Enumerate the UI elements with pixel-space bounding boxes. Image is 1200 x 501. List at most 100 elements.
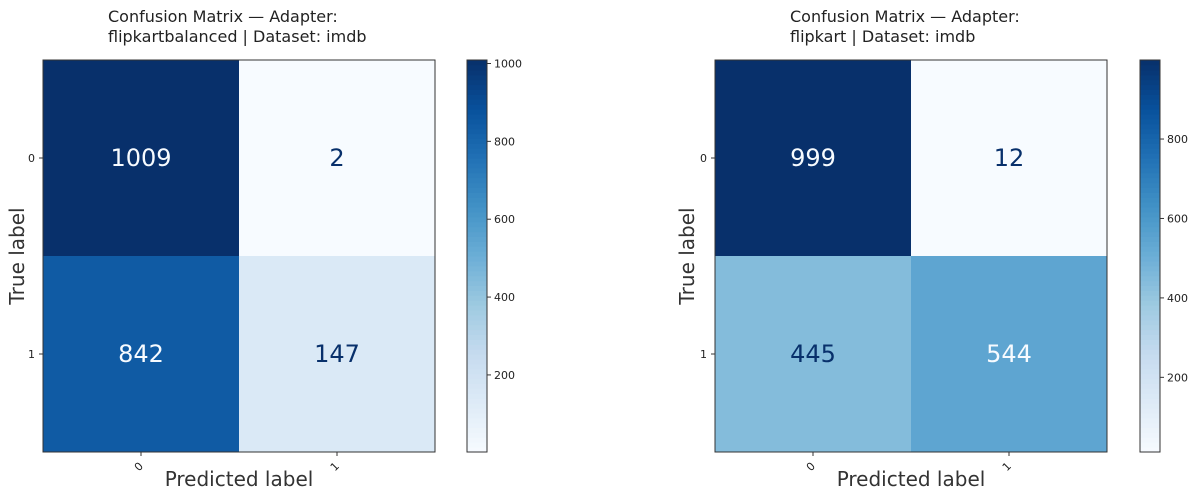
colorbar-segment: [1140, 265, 1160, 272]
colorbar-segment: [1140, 241, 1160, 247]
colorbar-segment: [1140, 211, 1160, 218]
colorbar-segment: [1140, 427, 1160, 433]
colorbar-segment: [467, 158, 487, 164]
colorbar-tick-label: 200: [494, 369, 515, 382]
colorbar-segment: [1140, 363, 1160, 370]
colorbar-segment: [1140, 123, 1160, 130]
matrix-frame: [714, 59, 1108, 453]
colorbar-segment: [467, 118, 487, 125]
colorbar-segment: [467, 363, 487, 370]
colorbar-segment: [1140, 182, 1160, 188]
colorbar-segment: [467, 74, 487, 81]
colorbar-tick-label: 1000: [494, 58, 522, 71]
x-tick-label: 0: [804, 460, 818, 474]
y-axis-label: True label: [675, 207, 699, 305]
colorbar-segment: [467, 64, 487, 71]
colorbar-segment: [467, 309, 487, 316]
colorbar-segment: [1140, 373, 1160, 380]
cell-value: 12: [994, 144, 1025, 172]
colorbar-segment: [1140, 89, 1160, 95]
colorbar-segment: [467, 241, 487, 247]
colorbar-segment: [467, 437, 487, 443]
colorbar-segment: [467, 60, 487, 66]
colorbar-segment: [1140, 143, 1160, 149]
colorbar-segment: [1140, 383, 1160, 389]
colorbar-segment: [467, 285, 487, 291]
colorbar-segment: [467, 69, 487, 76]
y-tick-label: 0: [700, 152, 707, 165]
colorbar-segment: [1140, 202, 1160, 208]
colorbar-segment: [467, 211, 487, 218]
colorbar-segment: [1140, 270, 1160, 277]
colorbar-segment: [1140, 251, 1160, 257]
colorbar-segment: [467, 339, 487, 345]
colorbar-segment: [1140, 393, 1160, 399]
colorbar-segment: [1140, 407, 1160, 414]
colorbar-segment: [467, 89, 487, 95]
matrix-cell: [43, 60, 239, 256]
colorbar-segment: [1140, 64, 1160, 71]
colorbar-segment: [1140, 69, 1160, 76]
colorbar-segment: [467, 344, 487, 350]
colorbar-segment: [467, 260, 487, 267]
colorbar-tick-label: 800: [494, 135, 515, 148]
colorbar-segment: [1140, 349, 1160, 355]
colorbar-segment: [467, 295, 487, 301]
colorbar-segment: [467, 265, 487, 272]
y-tick-label: 1: [700, 348, 707, 361]
colorbar-segment: [467, 373, 487, 380]
cell-value: 445: [790, 340, 836, 368]
colorbar-segment: [467, 319, 487, 326]
colorbar-tick-label: 600: [494, 213, 515, 226]
colorbar-segment: [467, 422, 487, 429]
x-tick-label: 1: [1000, 460, 1014, 474]
colorbar-segment: [1140, 412, 1160, 419]
colorbar-segment: [1140, 344, 1160, 350]
colorbar-segment: [1140, 172, 1160, 179]
matrix-cell: [239, 256, 435, 452]
chart-title-line: Confusion Matrix — Adapter:: [108, 7, 338, 26]
colorbar-segment: [1140, 79, 1160, 86]
colorbar-segment: [1140, 280, 1160, 286]
colorbar: 200 400 600 800: [1139, 59, 1188, 453]
colorbar-segment: [1140, 177, 1160, 184]
colorbar-segment: [1140, 290, 1160, 296]
colorbar-segment: [1140, 300, 1160, 306]
colorbar-segment: [1140, 148, 1160, 154]
colorbar-segment: [467, 143, 487, 149]
colorbar-segment: [1140, 285, 1160, 291]
colorbar-segment: [467, 280, 487, 286]
confusion-matrix-1: Confusion Matrix — Adapter:flipkart | Da…: [675, 7, 1188, 491]
matrix-cell: [715, 256, 911, 452]
colorbar-segment: [1140, 256, 1160, 262]
colorbar-segment: [1140, 197, 1160, 203]
colorbar-segment: [467, 334, 487, 340]
colorbar-segment: [1140, 319, 1160, 326]
colorbar-segment: [1140, 305, 1160, 311]
colorbar-segment: [467, 216, 487, 223]
colorbar-tick-label: 600: [1167, 212, 1188, 225]
colorbar-segment: [1140, 275, 1160, 282]
colorbar-segment: [467, 368, 487, 375]
colorbar-segment: [467, 270, 487, 277]
colorbar-segment: [467, 300, 487, 306]
colorbar-segment: [1140, 422, 1160, 429]
colorbar-segment: [1140, 60, 1160, 66]
colorbar-segment: [467, 187, 487, 193]
colorbar-segment: [467, 226, 487, 233]
colorbar-segment: [467, 104, 487, 110]
colorbar-segment: [1140, 329, 1160, 335]
x-tick-label: 1: [328, 460, 342, 474]
colorbar-segment: [467, 192, 487, 198]
y-axis-label: True label: [5, 207, 29, 305]
colorbar-tick-label: 800: [1167, 133, 1188, 146]
colorbar-frame: [466, 59, 488, 453]
colorbar-segment: [1140, 113, 1160, 120]
colorbar-segment: [467, 388, 487, 394]
colorbar-segment: [467, 197, 487, 203]
colorbar-segment: [467, 314, 487, 321]
colorbar-segment: [1140, 207, 1160, 213]
colorbar-segment: [1140, 354, 1160, 360]
colorbar-segment: [467, 84, 487, 90]
